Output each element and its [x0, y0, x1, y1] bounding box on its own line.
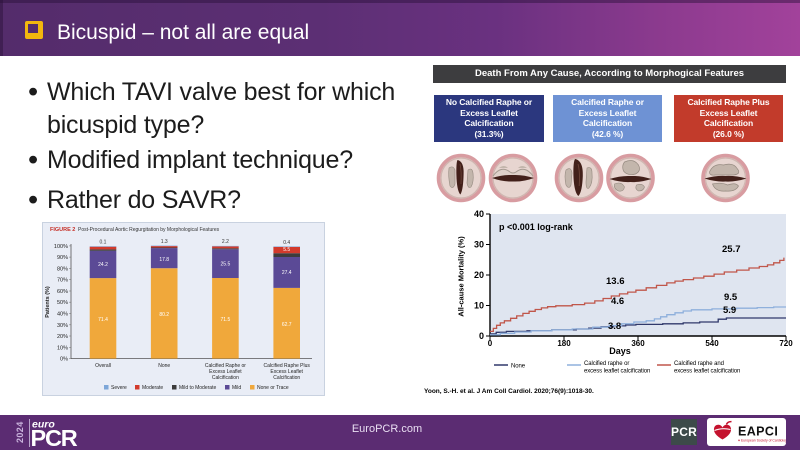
svg-text:Calcified raphe or: Calcified raphe or: [584, 361, 629, 367]
svg-text:71.4: 71.4: [98, 317, 108, 323]
svg-text:Yoon, S.-H. et al. J Am Coll C: Yoon, S.-H. et al. J Am Coll Cardiol. 20…: [424, 388, 594, 395]
svg-text:30%: 30%: [57, 323, 68, 329]
svg-text:Mild to Moderate: Mild to Moderate: [179, 385, 216, 391]
svg-text:Days: Days: [609, 346, 631, 356]
svg-text:100%: 100%: [54, 244, 68, 250]
svg-text:50%: 50%: [57, 300, 68, 306]
svg-text:62.7: 62.7: [282, 322, 292, 328]
svg-text:80.2: 80.2: [159, 312, 169, 318]
svg-text:0: 0: [479, 331, 484, 341]
svg-text:60%: 60%: [57, 289, 68, 295]
svg-text:None: None: [158, 363, 170, 369]
svg-text:Mild: Mild: [232, 385, 241, 391]
svg-text:80%: 80%: [57, 266, 68, 272]
svg-text:Calcified Raphe or: Calcified Raphe or: [205, 363, 246, 369]
svg-text:♥ European Society of Cardiolo: ♥ European Society of Cardiology: [738, 439, 786, 443]
svg-text:4.6: 4.6: [611, 296, 624, 307]
svg-text:10%: 10%: [57, 345, 68, 351]
svg-text:180: 180: [557, 339, 571, 348]
svg-text:0.1: 0.1: [100, 240, 107, 246]
svg-text:All-cause Mortality (%): All-cause Mortality (%): [457, 236, 466, 317]
svg-text:Overall: Overall: [95, 363, 111, 369]
svg-text:Post-Procedural Aortic Regurgi: Post-Procedural Aortic Regurgitation by …: [78, 227, 220, 233]
svg-text:0.4: 0.4: [283, 240, 290, 246]
svg-text:1.3: 1.3: [161, 239, 168, 245]
svg-text:30: 30: [474, 240, 484, 250]
svg-text:Severe: Severe: [111, 385, 127, 391]
svg-text:Patients (%): Patients (%): [45, 286, 51, 318]
svg-text:25.5: 25.5: [221, 262, 231, 268]
svg-text:Excess Leaflet: Excess Leaflet: [209, 369, 242, 375]
svg-text:17.8: 17.8: [159, 257, 169, 263]
svg-text:27.4: 27.4: [282, 270, 292, 276]
svg-text:3.8: 3.8: [608, 321, 621, 332]
svg-text:Calcified Raphe Plus: Calcified Raphe Plus: [263, 363, 310, 369]
svg-text:24.2: 24.2: [98, 262, 108, 268]
svg-text:20: 20: [474, 270, 484, 280]
svg-text:Calcification: Calcification: [212, 375, 239, 381]
svg-text:0: 0: [488, 339, 493, 348]
svg-text:70%: 70%: [57, 278, 68, 284]
svg-text:Moderate: Moderate: [142, 385, 163, 391]
svg-text:Calcified raphe and: Calcified raphe and: [674, 361, 724, 367]
svg-text:540: 540: [705, 339, 719, 348]
svg-text:10: 10: [474, 301, 484, 311]
svg-text:5.9: 5.9: [723, 305, 736, 316]
svg-text:EAPCI: EAPCI: [738, 425, 778, 439]
svg-text:40: 40: [474, 209, 484, 219]
svg-text:5.5: 5.5: [283, 247, 290, 253]
svg-text:p <0.001 log-rank: p <0.001 log-rank: [499, 222, 574, 232]
svg-text:9.5: 9.5: [724, 292, 738, 303]
svg-text:None or Trace: None or Trace: [257, 385, 289, 391]
svg-text:13.6: 13.6: [606, 276, 625, 287]
svg-text:excess leaflet calcification: excess leaflet calcification: [584, 369, 650, 375]
svg-text:71.5: 71.5: [221, 317, 231, 323]
svg-text:25.7: 25.7: [722, 244, 741, 255]
svg-text:Calcification: Calcification: [273, 375, 300, 381]
svg-text:360: 360: [631, 339, 645, 348]
svg-text:Excess Leaflet: Excess Leaflet: [270, 369, 303, 375]
svg-text:2024: 2024: [15, 421, 25, 443]
svg-text:90%: 90%: [57, 255, 68, 261]
svg-text:20%: 20%: [57, 334, 68, 340]
svg-text:None: None: [511, 364, 526, 370]
svg-text:0%: 0%: [60, 357, 68, 363]
svg-text:40%: 40%: [57, 312, 68, 318]
svg-text:FIGURE 2: FIGURE 2: [50, 227, 75, 233]
svg-text:2.2: 2.2: [222, 239, 229, 245]
svg-text:PCR: PCR: [31, 425, 78, 450]
svg-text:excess leaflet calcification: excess leaflet calcification: [674, 369, 740, 375]
svg-text:720: 720: [779, 339, 793, 348]
svg-text:euro: euro: [32, 419, 55, 431]
